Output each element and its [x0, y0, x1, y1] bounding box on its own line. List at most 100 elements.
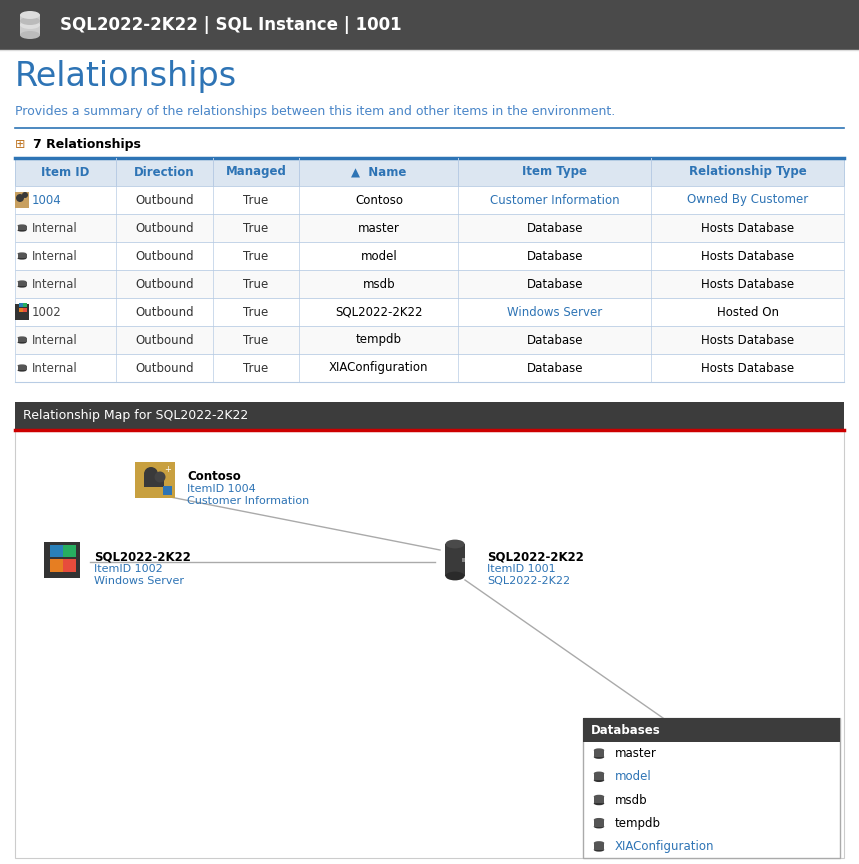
FancyBboxPatch shape — [63, 544, 76, 557]
Text: Owned By Customer: Owned By Customer — [687, 194, 808, 206]
FancyBboxPatch shape — [15, 304, 29, 320]
FancyBboxPatch shape — [15, 214, 844, 242]
Ellipse shape — [17, 229, 27, 232]
Text: Managed: Managed — [226, 166, 286, 179]
Ellipse shape — [20, 25, 40, 33]
Text: Direction: Direction — [134, 166, 195, 179]
Ellipse shape — [594, 748, 604, 753]
Text: Outbound: Outbound — [135, 361, 194, 374]
FancyBboxPatch shape — [594, 820, 604, 827]
FancyBboxPatch shape — [594, 797, 604, 804]
Ellipse shape — [17, 257, 27, 259]
Text: Customer Information: Customer Information — [490, 194, 619, 206]
Text: SQL2022-2K22: SQL2022-2K22 — [487, 576, 570, 586]
Ellipse shape — [594, 848, 604, 852]
Text: SQL2022-2K22: SQL2022-2K22 — [487, 550, 584, 563]
Ellipse shape — [446, 540, 465, 549]
Text: Relationship Type: Relationship Type — [689, 166, 807, 179]
Text: Outbound: Outbound — [135, 250, 194, 263]
FancyBboxPatch shape — [15, 430, 844, 858]
FancyBboxPatch shape — [19, 303, 22, 307]
FancyBboxPatch shape — [15, 402, 844, 430]
FancyBboxPatch shape — [17, 226, 27, 231]
FancyBboxPatch shape — [163, 486, 172, 495]
Ellipse shape — [594, 818, 604, 822]
Text: msdb: msdb — [362, 277, 395, 290]
Ellipse shape — [17, 252, 27, 255]
Text: True: True — [243, 334, 269, 346]
Text: Windows Server: Windows Server — [94, 576, 184, 586]
Text: Internal: Internal — [32, 250, 78, 263]
Text: Database: Database — [527, 361, 583, 374]
Text: +: + — [164, 465, 171, 474]
Text: master: master — [358, 221, 399, 234]
Text: XIAConfiguration: XIAConfiguration — [329, 361, 429, 374]
Text: Item ID: Item ID — [41, 166, 90, 179]
Text: Database: Database — [527, 250, 583, 263]
FancyBboxPatch shape — [15, 242, 844, 270]
FancyBboxPatch shape — [0, 0, 859, 50]
Text: Internal: Internal — [32, 277, 78, 290]
Text: ItemID 1002: ItemID 1002 — [94, 564, 162, 574]
Ellipse shape — [594, 842, 604, 845]
Text: Relationships: Relationships — [15, 60, 237, 93]
Text: 1002: 1002 — [32, 306, 62, 319]
Text: True: True — [243, 221, 269, 234]
FancyBboxPatch shape — [17, 282, 27, 286]
Text: XIAConfiguration: XIAConfiguration — [615, 840, 715, 853]
Text: Outbound: Outbound — [135, 334, 194, 346]
Text: msdb: msdb — [615, 793, 648, 806]
Text: tempdb: tempdb — [356, 334, 402, 346]
Ellipse shape — [16, 194, 24, 202]
FancyBboxPatch shape — [63, 559, 76, 572]
FancyBboxPatch shape — [446, 544, 465, 576]
Text: Hosts Database: Hosts Database — [701, 361, 795, 374]
Text: Internal: Internal — [32, 221, 78, 234]
Text: Database: Database — [527, 221, 583, 234]
Text: Outbound: Outbound — [135, 277, 194, 290]
Text: tempdb: tempdb — [615, 816, 661, 829]
FancyBboxPatch shape — [19, 308, 22, 312]
FancyBboxPatch shape — [15, 158, 844, 186]
Text: True: True — [243, 306, 269, 319]
Text: True: True — [243, 277, 269, 290]
Ellipse shape — [594, 778, 604, 782]
FancyBboxPatch shape — [20, 15, 40, 35]
Text: Contoso: Contoso — [187, 470, 241, 483]
Ellipse shape — [17, 281, 27, 283]
Text: ▲  Name: ▲ Name — [351, 166, 406, 179]
FancyBboxPatch shape — [15, 192, 29, 208]
FancyBboxPatch shape — [17, 254, 27, 258]
Ellipse shape — [17, 369, 27, 372]
Text: 7 Relationships: 7 Relationships — [33, 138, 141, 151]
Text: SQL2022-2K22: SQL2022-2K22 — [94, 550, 191, 563]
FancyBboxPatch shape — [15, 354, 844, 382]
FancyBboxPatch shape — [15, 186, 844, 214]
Text: Databases: Databases — [591, 723, 661, 736]
Text: Database: Database — [527, 334, 583, 346]
FancyBboxPatch shape — [15, 326, 844, 354]
Text: ItemID 1001: ItemID 1001 — [487, 564, 556, 574]
Text: 1004: 1004 — [32, 194, 62, 206]
Text: Hosts Database: Hosts Database — [701, 221, 795, 234]
FancyBboxPatch shape — [15, 298, 844, 326]
FancyBboxPatch shape — [51, 544, 63, 557]
Ellipse shape — [446, 572, 465, 581]
FancyBboxPatch shape — [594, 750, 604, 757]
Text: Outbound: Outbound — [135, 306, 194, 319]
Text: ⊞: ⊞ — [15, 138, 26, 151]
FancyBboxPatch shape — [17, 365, 27, 371]
Ellipse shape — [20, 21, 40, 29]
Ellipse shape — [17, 225, 27, 227]
Ellipse shape — [594, 795, 604, 798]
Text: Windows Server: Windows Server — [507, 306, 602, 319]
Text: Hosts Database: Hosts Database — [701, 250, 795, 263]
Text: True: True — [243, 361, 269, 374]
Text: model: model — [615, 771, 652, 784]
Text: True: True — [243, 194, 269, 206]
Text: ItemID 1004: ItemID 1004 — [187, 484, 256, 494]
Text: SQL2022-2K22: SQL2022-2K22 — [335, 306, 423, 319]
FancyBboxPatch shape — [0, 50, 859, 864]
Ellipse shape — [20, 31, 40, 39]
FancyBboxPatch shape — [144, 475, 164, 487]
